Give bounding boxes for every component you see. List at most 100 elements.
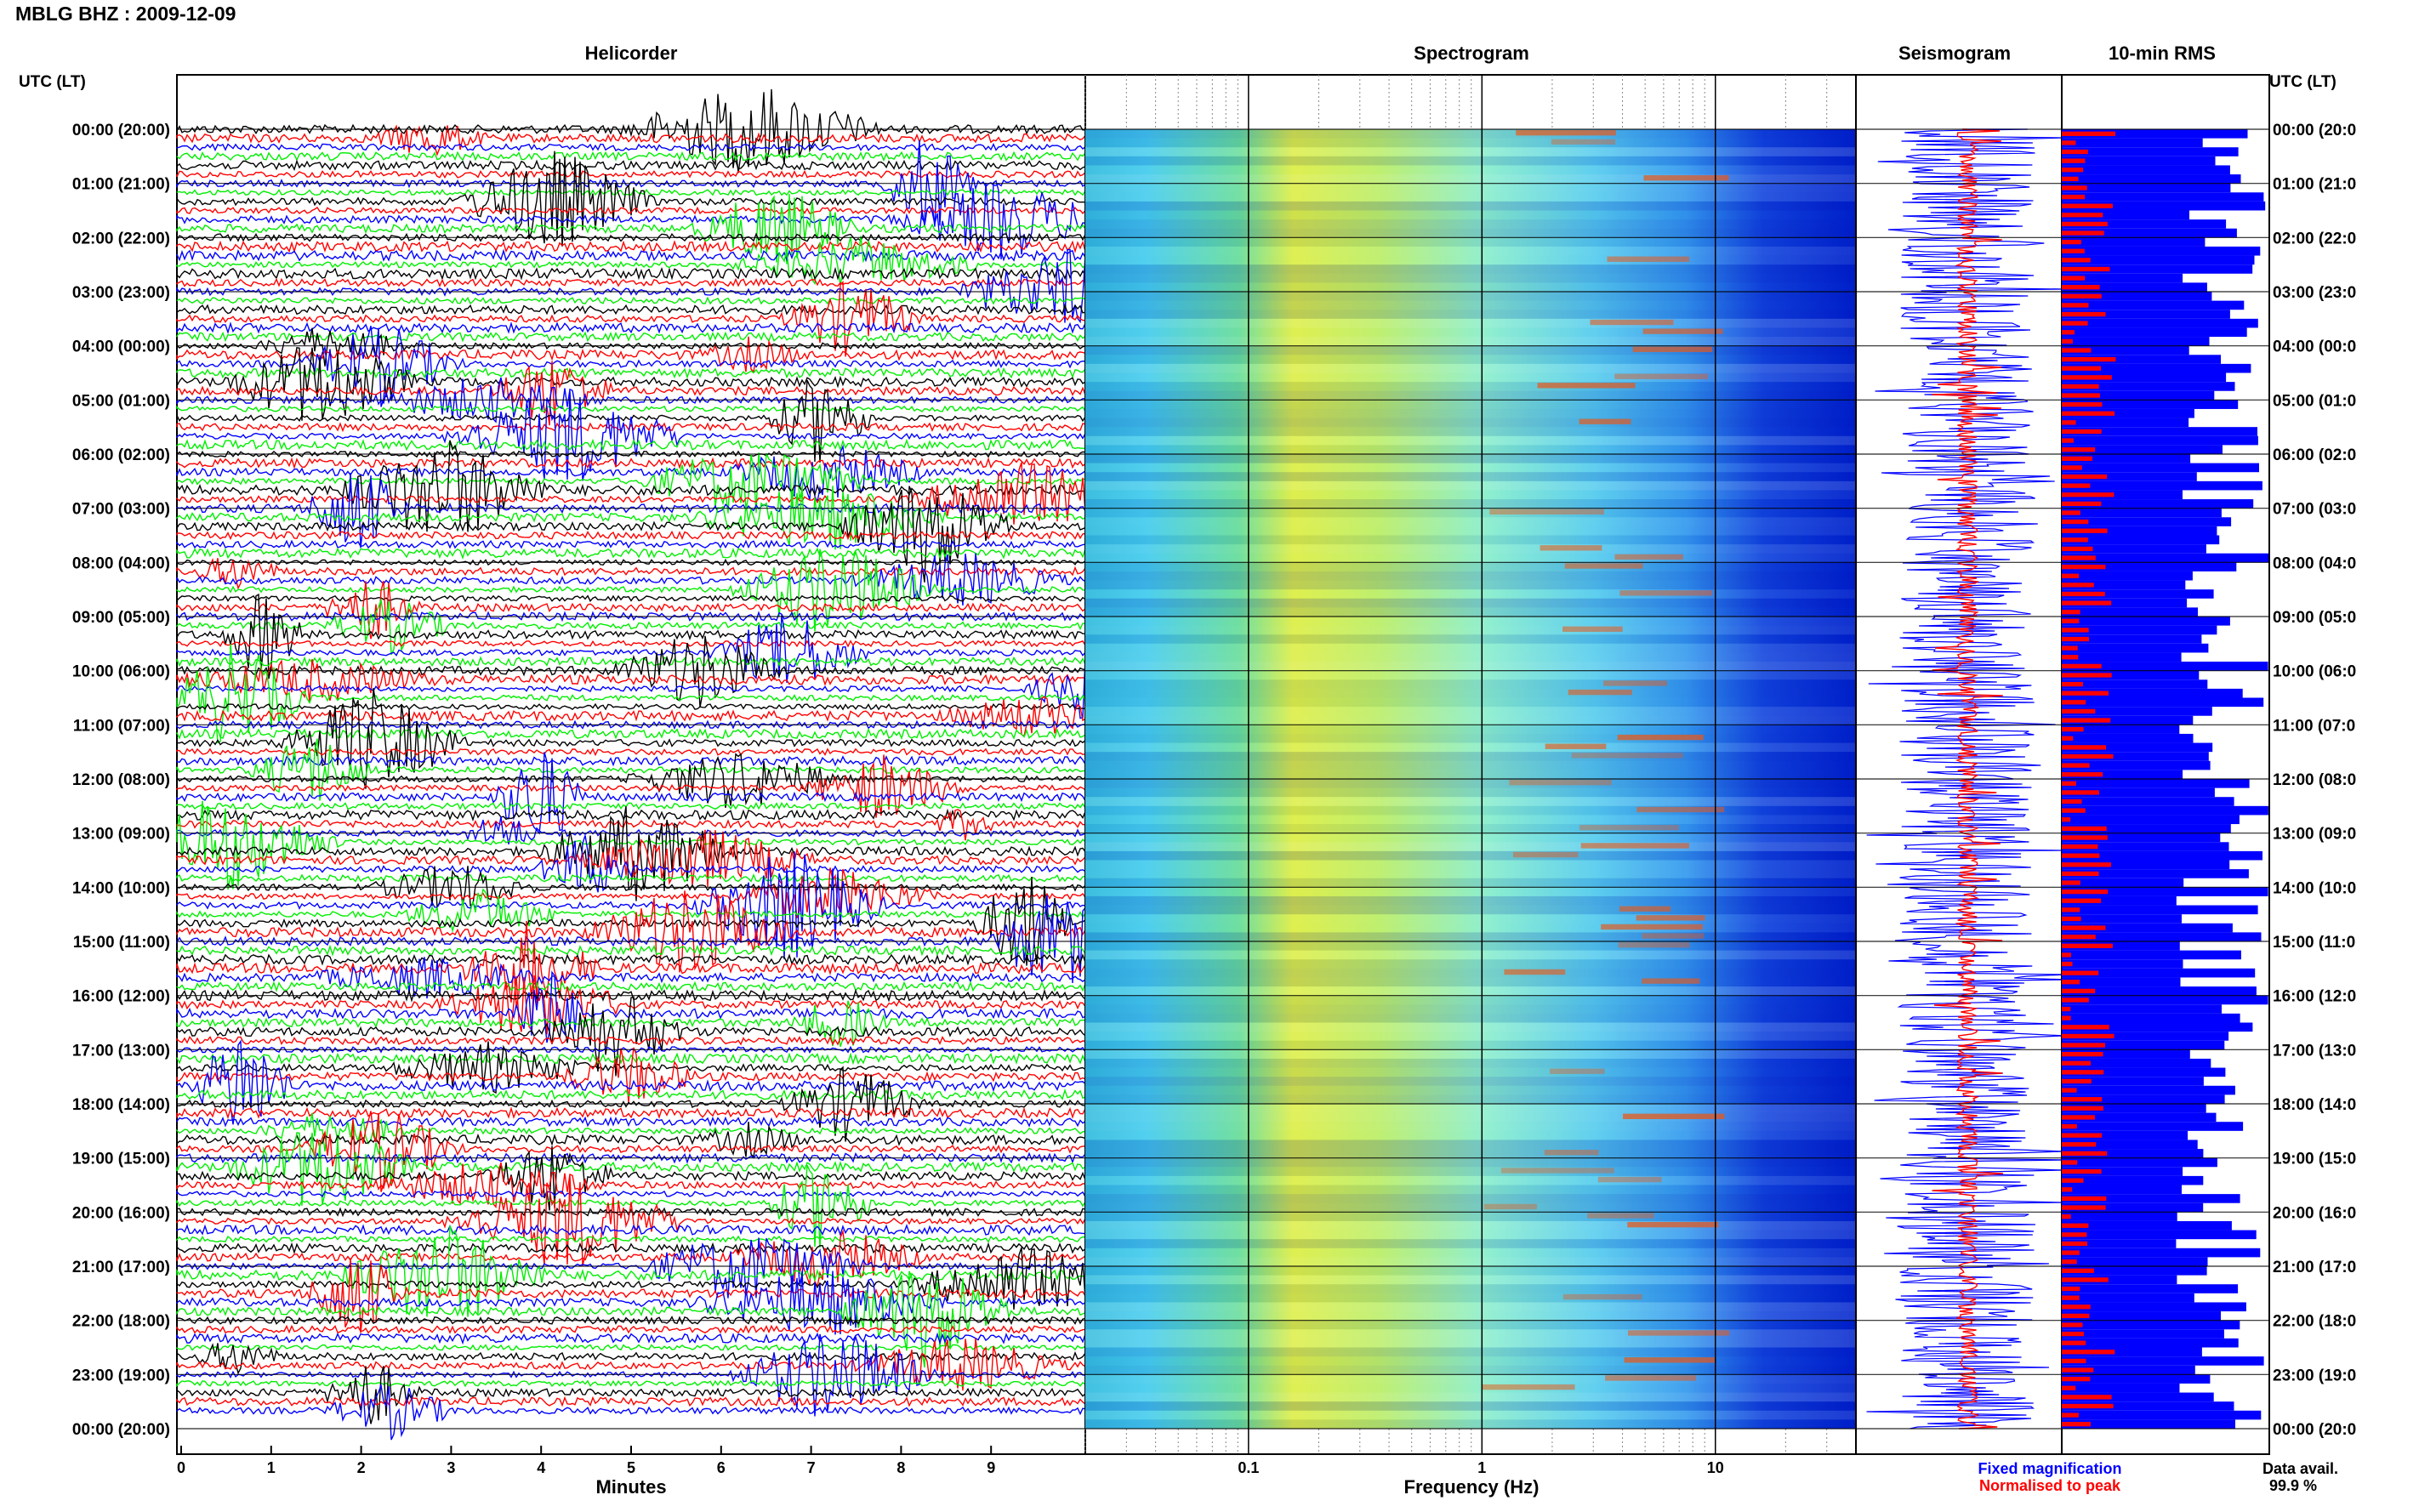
rms-peak-bar (2062, 546, 2093, 552)
helicorder-trace (176, 143, 1086, 152)
rms-bar (2062, 435, 2258, 446)
rms-peak-bar (2062, 1060, 2091, 1066)
time-label-left: 17:00 (13:00) (72, 1042, 170, 1060)
helicorder-trace (176, 549, 1086, 632)
time-label-right: 15:00 (11:0 (2273, 934, 2355, 952)
helicorder-trace (176, 206, 1086, 215)
rms-bar (2062, 995, 2268, 1005)
rms-bar (2062, 174, 2241, 184)
time-label-left: 03:00 (23:00) (72, 284, 170, 302)
rms-bar (2062, 382, 2235, 391)
rms-peak-bar (2062, 411, 2115, 416)
helicorder-trace (176, 1000, 1086, 1048)
rms-bar (2062, 1202, 2204, 1213)
rms-peak-bar (2062, 176, 2079, 182)
rms-peak-bar (2062, 1025, 2109, 1030)
rms-peak-bar (2062, 401, 2103, 407)
rms-bar (2062, 1085, 2235, 1095)
rms-bar (2062, 526, 2217, 536)
rms-bar (2062, 752, 2209, 761)
rms-peak-bar (2062, 1331, 2084, 1337)
spectrogram-tick-label: 10 (1707, 1459, 1724, 1476)
rms-bar (2062, 237, 2206, 247)
rms-peak-bar (2062, 1340, 2086, 1345)
helicorder-trace (176, 321, 1086, 334)
rms-peak-bar (2062, 1223, 2089, 1228)
rms-peak-bar (2062, 889, 2109, 895)
rms-bar (2062, 895, 2177, 906)
helicorder-trace (176, 1175, 1086, 1266)
rms-bar (2062, 490, 2183, 500)
rms-peak-bar (2062, 925, 2106, 930)
rms-bar (2062, 1149, 2204, 1158)
helicorder-trace (176, 1132, 1086, 1206)
rms-peak-bar (2062, 871, 2099, 877)
minutes-axis-label: Minutes (595, 1476, 666, 1498)
time-label-left: 06:00 (02:00) (72, 446, 170, 464)
time-label-right: 03:00 (23:0 (2273, 284, 2356, 302)
helicorder-trace (176, 1332, 1086, 1345)
time-label-right: 20:00 (16:0 (2273, 1204, 2356, 1222)
rms-bar (2062, 887, 2268, 896)
time-label-right: 17:00 (13:0 (2273, 1042, 2356, 1060)
time-label-left: 23:00 (19:00) (72, 1367, 170, 1384)
rms-peak-bar (2062, 1015, 2071, 1020)
rms-bar (2062, 697, 2264, 708)
rms-bar (2062, 797, 2234, 806)
rms-peak-bar (2062, 826, 2107, 832)
rms-bar (2062, 1230, 2257, 1240)
rms-peak-bar (2062, 1151, 2108, 1157)
helicorder-trace (176, 124, 1086, 156)
helicorder-trace (176, 635, 1086, 708)
rms-peak-bar (2062, 610, 2080, 615)
rms-peak-bar (2062, 1097, 2103, 1102)
time-label-right: 16:00 (12:0 (2273, 988, 2356, 1006)
rms-peak-bar (2062, 817, 2071, 822)
rms-bar (2062, 1275, 2177, 1285)
rms-bar (2062, 625, 2217, 635)
helicorder-trace (176, 873, 1086, 883)
helicorder-trace (176, 1247, 1086, 1310)
helicorder-trace (176, 957, 1086, 999)
rms-bar (2062, 1302, 2246, 1312)
rms-bar (2062, 1022, 2253, 1032)
rms-peak-bar (2062, 808, 2086, 813)
rms-bar (2062, 282, 2207, 292)
rms-bar (2062, 1266, 2207, 1276)
rms-panel (2061, 74, 2270, 1455)
rms-peak-bar (2062, 221, 2108, 227)
rms-bar (2062, 300, 2245, 310)
rms-bar (2062, 463, 2259, 473)
helicorder-trace (176, 809, 1085, 841)
rms-bar (2062, 860, 2230, 870)
utc-label-left: UTC (LT) (19, 73, 86, 91)
rms-peak-bar (2062, 1051, 2103, 1057)
helicorder-trace (176, 1235, 1086, 1243)
rms-bar (2062, 679, 2208, 689)
helicorder-trace (176, 1258, 1086, 1333)
rms-bar (2062, 1004, 2222, 1014)
rms-bar (2062, 815, 2240, 825)
rms-peak-bar (2062, 311, 2106, 317)
rms-bar (2062, 580, 2186, 590)
helicorder-trace (176, 656, 1086, 719)
helicorder-trace (176, 1035, 1086, 1046)
helicorder-trace (176, 581, 1086, 639)
rms-bar (2062, 770, 2183, 779)
time-label-left: 14:00 (10:00) (72, 879, 170, 897)
rms-bar (2062, 201, 2266, 211)
helicorder-trace (176, 1324, 1086, 1334)
time-label-right: 21:00 (17:0 (2273, 1259, 2356, 1276)
helicorder-trace (176, 1047, 1086, 1103)
rms-peak-bar (2062, 753, 2114, 759)
helicorder-trace (176, 558, 1086, 590)
helicorder-trace (176, 539, 1086, 549)
helicorder-tick-label: 5 (627, 1459, 635, 1476)
helicorder-trace (176, 361, 1086, 426)
rms-bar (2062, 1311, 2221, 1321)
rms-peak-bar (2062, 1385, 2076, 1390)
rms-bar (2062, 1284, 2239, 1293)
helicorder-trace (176, 702, 1086, 711)
rms-peak-bar (2062, 655, 2079, 660)
